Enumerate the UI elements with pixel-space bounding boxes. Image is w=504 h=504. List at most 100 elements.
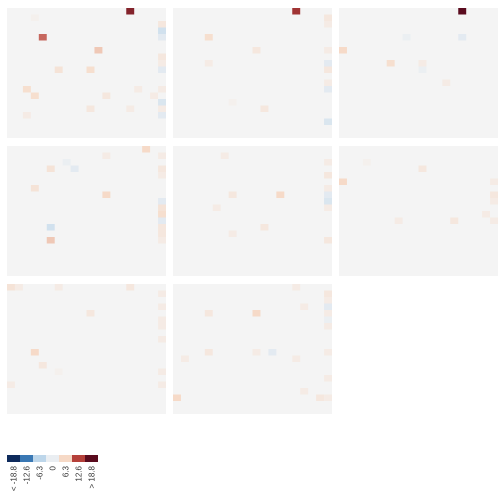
heatmap-cell bbox=[205, 349, 213, 356]
heatmap-cell bbox=[363, 159, 371, 166]
heatmap-cell bbox=[102, 93, 110, 100]
heatmap-cell bbox=[324, 375, 332, 382]
heatmap-cell bbox=[158, 323, 166, 330]
heatmap-cell bbox=[158, 317, 166, 324]
heatmap-cell bbox=[490, 192, 498, 199]
heatmap-cell bbox=[158, 198, 166, 205]
heatmap-cell bbox=[55, 67, 63, 74]
heatmap-cell bbox=[339, 47, 347, 54]
legend-swatch bbox=[72, 455, 85, 462]
heatmap-panel-8 bbox=[173, 284, 332, 414]
heatmap-cell bbox=[458, 34, 466, 41]
heatmap-cell bbox=[158, 60, 166, 67]
heatmap-cell bbox=[324, 237, 332, 244]
heatmap-cell bbox=[324, 198, 332, 205]
heatmap-cell bbox=[324, 205, 332, 212]
heatmap-cell bbox=[47, 166, 55, 173]
heatmap-cell bbox=[158, 166, 166, 173]
heatmap-cell bbox=[158, 369, 166, 376]
heatmap-cell bbox=[324, 67, 332, 74]
heatmap-cell bbox=[158, 211, 166, 218]
heatmap-cell bbox=[205, 310, 213, 317]
heatmap-cell bbox=[126, 8, 134, 15]
heatmap-panel-1 bbox=[7, 8, 166, 138]
heatmap-cell bbox=[324, 60, 332, 67]
heatmap-cell bbox=[158, 231, 166, 238]
legend-swatch bbox=[7, 455, 20, 462]
legend-swatch bbox=[20, 455, 33, 462]
legend-swatch bbox=[85, 455, 98, 462]
heatmap-cell bbox=[324, 80, 332, 87]
heatmap-cell bbox=[387, 60, 395, 67]
heatmap-cell bbox=[324, 304, 332, 311]
heatmap-cell bbox=[292, 356, 300, 363]
legend-swatch bbox=[59, 455, 72, 462]
heatmap-cell bbox=[316, 395, 324, 402]
heatmap-cell bbox=[7, 382, 15, 389]
color-legend: < -18.8 -12.6 -6.3 0 6.3 12.6 > 18.8 bbox=[7, 455, 98, 491]
heatmap-cell bbox=[31, 349, 39, 356]
heatmap-cell bbox=[300, 304, 308, 311]
heatmap-cell bbox=[158, 205, 166, 212]
heatmap-cell bbox=[490, 198, 498, 205]
heatmap-cell bbox=[482, 211, 490, 218]
heatmap-cell bbox=[490, 179, 498, 186]
heatmap-cell bbox=[47, 224, 55, 231]
heatmap-cell bbox=[442, 80, 450, 87]
heatmap-cell bbox=[7, 284, 15, 291]
heatmap-cell bbox=[87, 310, 95, 317]
heatmap-cell bbox=[31, 15, 39, 22]
legend-tick-label: 0 bbox=[49, 465, 58, 470]
heatmap-cell bbox=[158, 21, 166, 28]
legend-swatch bbox=[33, 455, 46, 462]
heatmap-cell bbox=[126, 106, 134, 113]
heatmap-cell bbox=[158, 106, 166, 113]
heatmap-cell bbox=[158, 291, 166, 298]
heatmap-cell bbox=[47, 237, 55, 244]
heatmap-cell bbox=[221, 153, 229, 160]
panel-background bbox=[173, 8, 332, 138]
heatmap-cell bbox=[324, 323, 332, 330]
heatmap-cell bbox=[205, 34, 213, 41]
heatmap-cell bbox=[324, 172, 332, 179]
heatmap-cell bbox=[253, 47, 261, 54]
heatmap-cell bbox=[158, 112, 166, 119]
heatmap-cell bbox=[23, 86, 31, 93]
heatmap-cell bbox=[419, 166, 427, 173]
heatmap-cell bbox=[158, 67, 166, 74]
heatmap-panel-3 bbox=[339, 8, 498, 138]
legend-tick-label: 12.6 bbox=[75, 465, 84, 481]
heatmap-cell bbox=[158, 382, 166, 389]
heatmap-cell bbox=[324, 15, 332, 22]
heatmap-panel-5 bbox=[173, 146, 332, 276]
legend-swatch bbox=[46, 455, 59, 462]
heatmap-cell bbox=[102, 153, 110, 160]
heatmap-cell bbox=[87, 67, 95, 74]
heatmap-cell bbox=[63, 159, 71, 166]
heatmap-cell bbox=[158, 218, 166, 225]
heatmap-cell bbox=[324, 21, 332, 28]
heatmap-cell bbox=[39, 34, 47, 41]
heatmap-cell bbox=[403, 34, 411, 41]
heatmap-cell bbox=[71, 166, 79, 173]
heatmap-cell bbox=[102, 192, 110, 199]
heatmap-cell bbox=[292, 8, 300, 15]
heatmap-cell bbox=[450, 218, 458, 225]
heatmap-cell bbox=[158, 28, 166, 35]
heatmap-cell bbox=[458, 8, 466, 15]
legend-tick-label: -12.6 bbox=[23, 465, 32, 484]
heatmap-cell bbox=[324, 185, 332, 192]
heatmap-cell bbox=[324, 291, 332, 298]
heatmap-cell bbox=[158, 224, 166, 231]
heatmap-panels bbox=[7, 8, 498, 414]
heatmap-cell bbox=[23, 112, 31, 119]
heatmap-panel-7 bbox=[7, 284, 166, 414]
heatmap-cell bbox=[126, 284, 134, 291]
heatmap-cell bbox=[142, 146, 150, 153]
legend-tick-label: < -18.8 bbox=[10, 465, 19, 491]
heatmap-panel-2 bbox=[173, 8, 332, 138]
heatmap-cell bbox=[158, 86, 166, 93]
heatmap-cell bbox=[300, 388, 308, 395]
heatmap-cell bbox=[31, 185, 39, 192]
legend-tick-label: 6.3 bbox=[62, 465, 71, 477]
